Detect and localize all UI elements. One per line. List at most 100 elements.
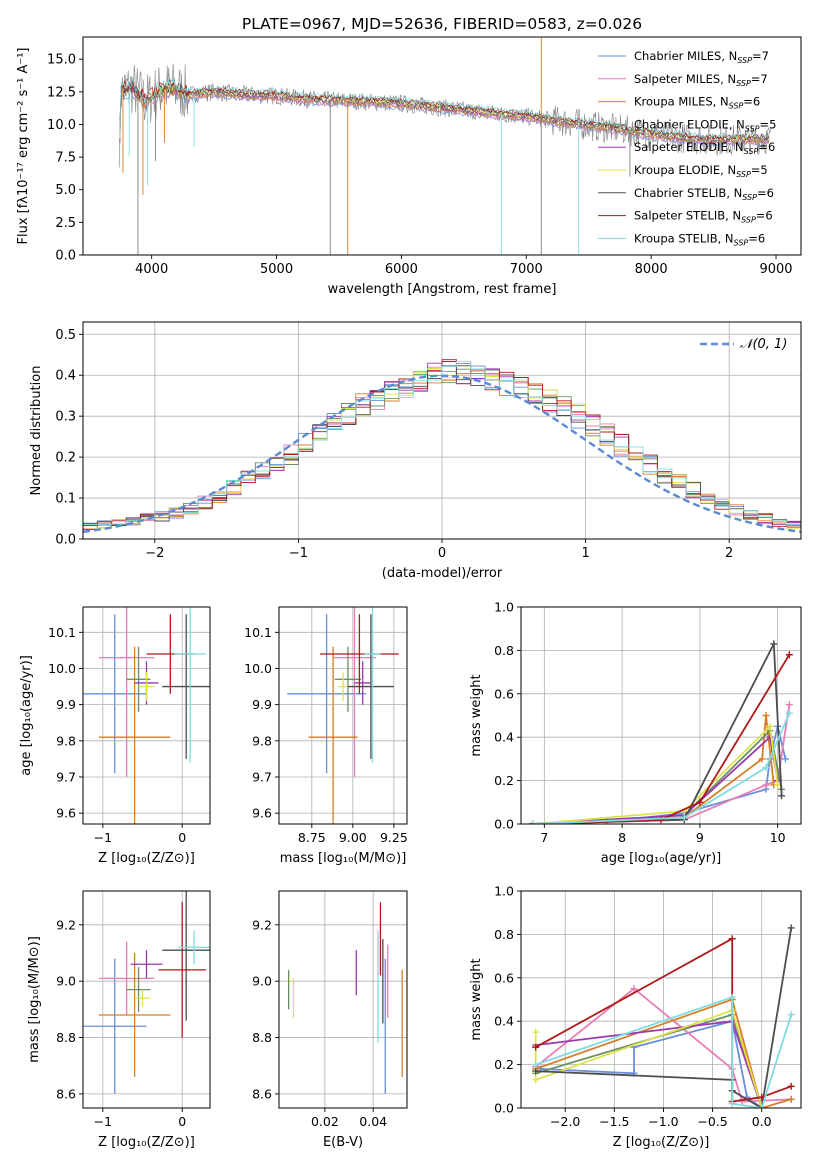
weight-marker-kroupa-elodie [766, 722, 774, 730]
model-spectrum-chabrier-miles [119, 88, 770, 147]
y-tick-label: 9.9 [56, 697, 76, 712]
y-axis-label: mass [log₁₀(M/M⊙)] [27, 936, 42, 1063]
weight-marker-salpeter-stelib [532, 1043, 540, 1051]
observed-spectrum-line [118, 63, 772, 168]
y-axis-label: mass weight [469, 958, 484, 1040]
x-tick-label: −1.5 [599, 1114, 629, 1129]
y-tick-label: 15.0 [47, 53, 76, 68]
weight-marker-kroupa-miles [787, 1095, 795, 1103]
y-tick-label: 5.0 [55, 183, 76, 198]
y-axis-label: age [log₁₀(age/yr)] [19, 655, 34, 776]
axes-frame [278, 890, 408, 1109]
normal-curve [83, 374, 801, 533]
weight-marker-kroupa-miles [758, 755, 766, 763]
y-tick-label: 0.1 [55, 492, 76, 507]
legend-label-kroupa-miles: Kroupa MILES, NSSP=6 [634, 95, 760, 111]
y-tick-label: 0.4 [494, 1014, 514, 1029]
model-spectrum-kroupa-stelib [119, 76, 770, 139]
weight-line-kroupa-miles [535, 998, 792, 1108]
x-tick-label: 6000 [385, 262, 418, 277]
y-tick-label: 10.0 [244, 661, 272, 676]
weight-marker-salpeter-stelib [787, 1082, 795, 1090]
weight-marker-kroupa-stelib [532, 1061, 540, 1069]
figure-title: PLATE=0967, MJD=52636, FIBERID=0583, z=0… [242, 15, 642, 33]
weight-marker-kroupa-stelib [787, 1011, 795, 1019]
x-tick-label: −2 [145, 546, 164, 561]
x-tick-label: 9000 [759, 262, 792, 277]
axes-frame [82, 606, 211, 825]
y-tick-label: 10.0 [48, 661, 76, 676]
x-tick-label: 9 [696, 830, 704, 845]
mass-weight-vs-age-panel: 7 8 9 10 0.0 0.2 0.4 0.6 0.8 1.0 age [log₁₀(age/yr… [469, 600, 802, 866]
y-tick-label: 0.6 [494, 686, 514, 701]
weight-marker-chabrier-stelib [770, 640, 778, 648]
y-tick-label: 10.1 [48, 625, 76, 640]
weight-marker-salpeter-stelib [758, 1093, 766, 1101]
x-tick-label: 1 [581, 546, 589, 561]
legend-label-kroupa-stelib: Kroupa STELIB, NSSP=6 [634, 231, 765, 247]
y-tick-label: 7.5 [55, 151, 76, 166]
y-tick-label: 9.6 [56, 806, 76, 821]
y-tick-label: 9.2 [56, 917, 76, 932]
y-tick-label: 9.8 [252, 733, 272, 748]
weight-line-kroupa-elodie [532, 724, 779, 824]
histogram-kroupa-stelib [83, 360, 801, 539]
x-axis-label: Z [log₁₀(Z/Z⊙)] [98, 1135, 195, 1150]
legend-label-salpeter-stelib: Salpeter STELIB, NSSP=6 [634, 209, 773, 225]
weight-marker-chabrier-miles [781, 755, 789, 763]
y-tick-label: 9.2 [252, 917, 272, 932]
x-tick-label: 0 [438, 546, 446, 561]
x-tick-label: 7000 [510, 262, 543, 277]
weight-marker-kroupa-stelib [728, 993, 736, 1001]
y-axis-label: mass weight [469, 674, 484, 756]
mass-vs-ebv-panel: 0.02 0.04 8.6 8.8 9.0 9.2 E(B-V) [252, 890, 408, 1150]
plot-content [532, 924, 795, 1108]
y-tick-label: 0.2 [494, 773, 514, 788]
weight-marker-salpeter-miles [785, 701, 793, 709]
weight-marker-kroupa-miles [762, 712, 770, 719]
legend-label-salpeter-elodie: Salpeter ELODIE, NSSP=6 [634, 140, 775, 156]
weight-marker-salpeter-miles [630, 985, 638, 993]
mass-vs-metallicity-panel: −1 0 8.6 8.8 9.0 9.2 Z [log₁₀(Z/Z⊙)] mass [log₁… [27, 890, 211, 1150]
weight-marker-chabrier-stelib [778, 792, 786, 800]
y-tick-label: 9.7 [252, 769, 272, 784]
plot-content [83, 607, 210, 824]
y-tick-label: 9.0 [56, 974, 76, 989]
weight-marker-kroupa-elodie [774, 781, 782, 789]
y-tick-label: 8.8 [56, 1030, 76, 1045]
x-tick-label: 4000 [135, 262, 168, 277]
weight-marker-salpeter-miles [762, 781, 770, 789]
model-spectrum-kroupa-miles [119, 83, 770, 146]
weight-marker-kroupa-stelib [758, 1104, 766, 1108]
y-tick-label: 9.9 [252, 697, 272, 712]
x-tick-label: 0.04 [359, 1114, 387, 1129]
y-tick-label: 0.0 [55, 533, 76, 548]
model-spectrum-kroupa-elodie [119, 81, 770, 142]
weight-marker-kroupa-stelib [728, 1100, 736, 1108]
y-tick-label: 0.4 [55, 369, 76, 384]
y-tick-label: 1.0 [494, 600, 514, 615]
x-tick-label: −0.5 [697, 1114, 727, 1129]
weight-marker-kroupa-elodie [532, 1076, 540, 1084]
x-tick-label: 0.0 [752, 1114, 772, 1129]
y-tick-label: 0.0 [55, 249, 76, 264]
weight-marker-salpeter-stelib [696, 798, 704, 806]
y-tick-label: 2.5 [55, 216, 76, 231]
x-tick-label: 0.02 [311, 1114, 339, 1129]
legend-label-normal: 𝒩(0, 1) [740, 337, 787, 352]
x-axis-label: wavelength [Angstrom, rest frame] [328, 282, 557, 297]
x-tick-label: −1 [289, 546, 308, 561]
x-tick-label: 9.25 [380, 830, 408, 845]
histogram-panel: −2 −1 0 1 2 0.0 0.1 0.2 0.3 0.4 0.5 (data-model)/er… [29, 321, 802, 581]
x-tick-label: 8000 [635, 262, 668, 277]
y-axis-label: Normed distribution [29, 366, 44, 496]
x-axis-label: Z [log₁₀(Z/Z⊙)] [613, 1135, 710, 1150]
age-vs-mass-panel: 8.75 9.00 9.25 9.6 9.7 9.8 9.9 10.0 10.1 mass [lo… [244, 606, 408, 866]
x-tick-label: 7 [540, 830, 548, 845]
y-tick-label: 0.6 [494, 970, 514, 985]
y-tick-label: 8.6 [252, 1086, 272, 1101]
weight-marker-salpeter-stelib [785, 651, 793, 659]
axes-frame [278, 606, 408, 825]
